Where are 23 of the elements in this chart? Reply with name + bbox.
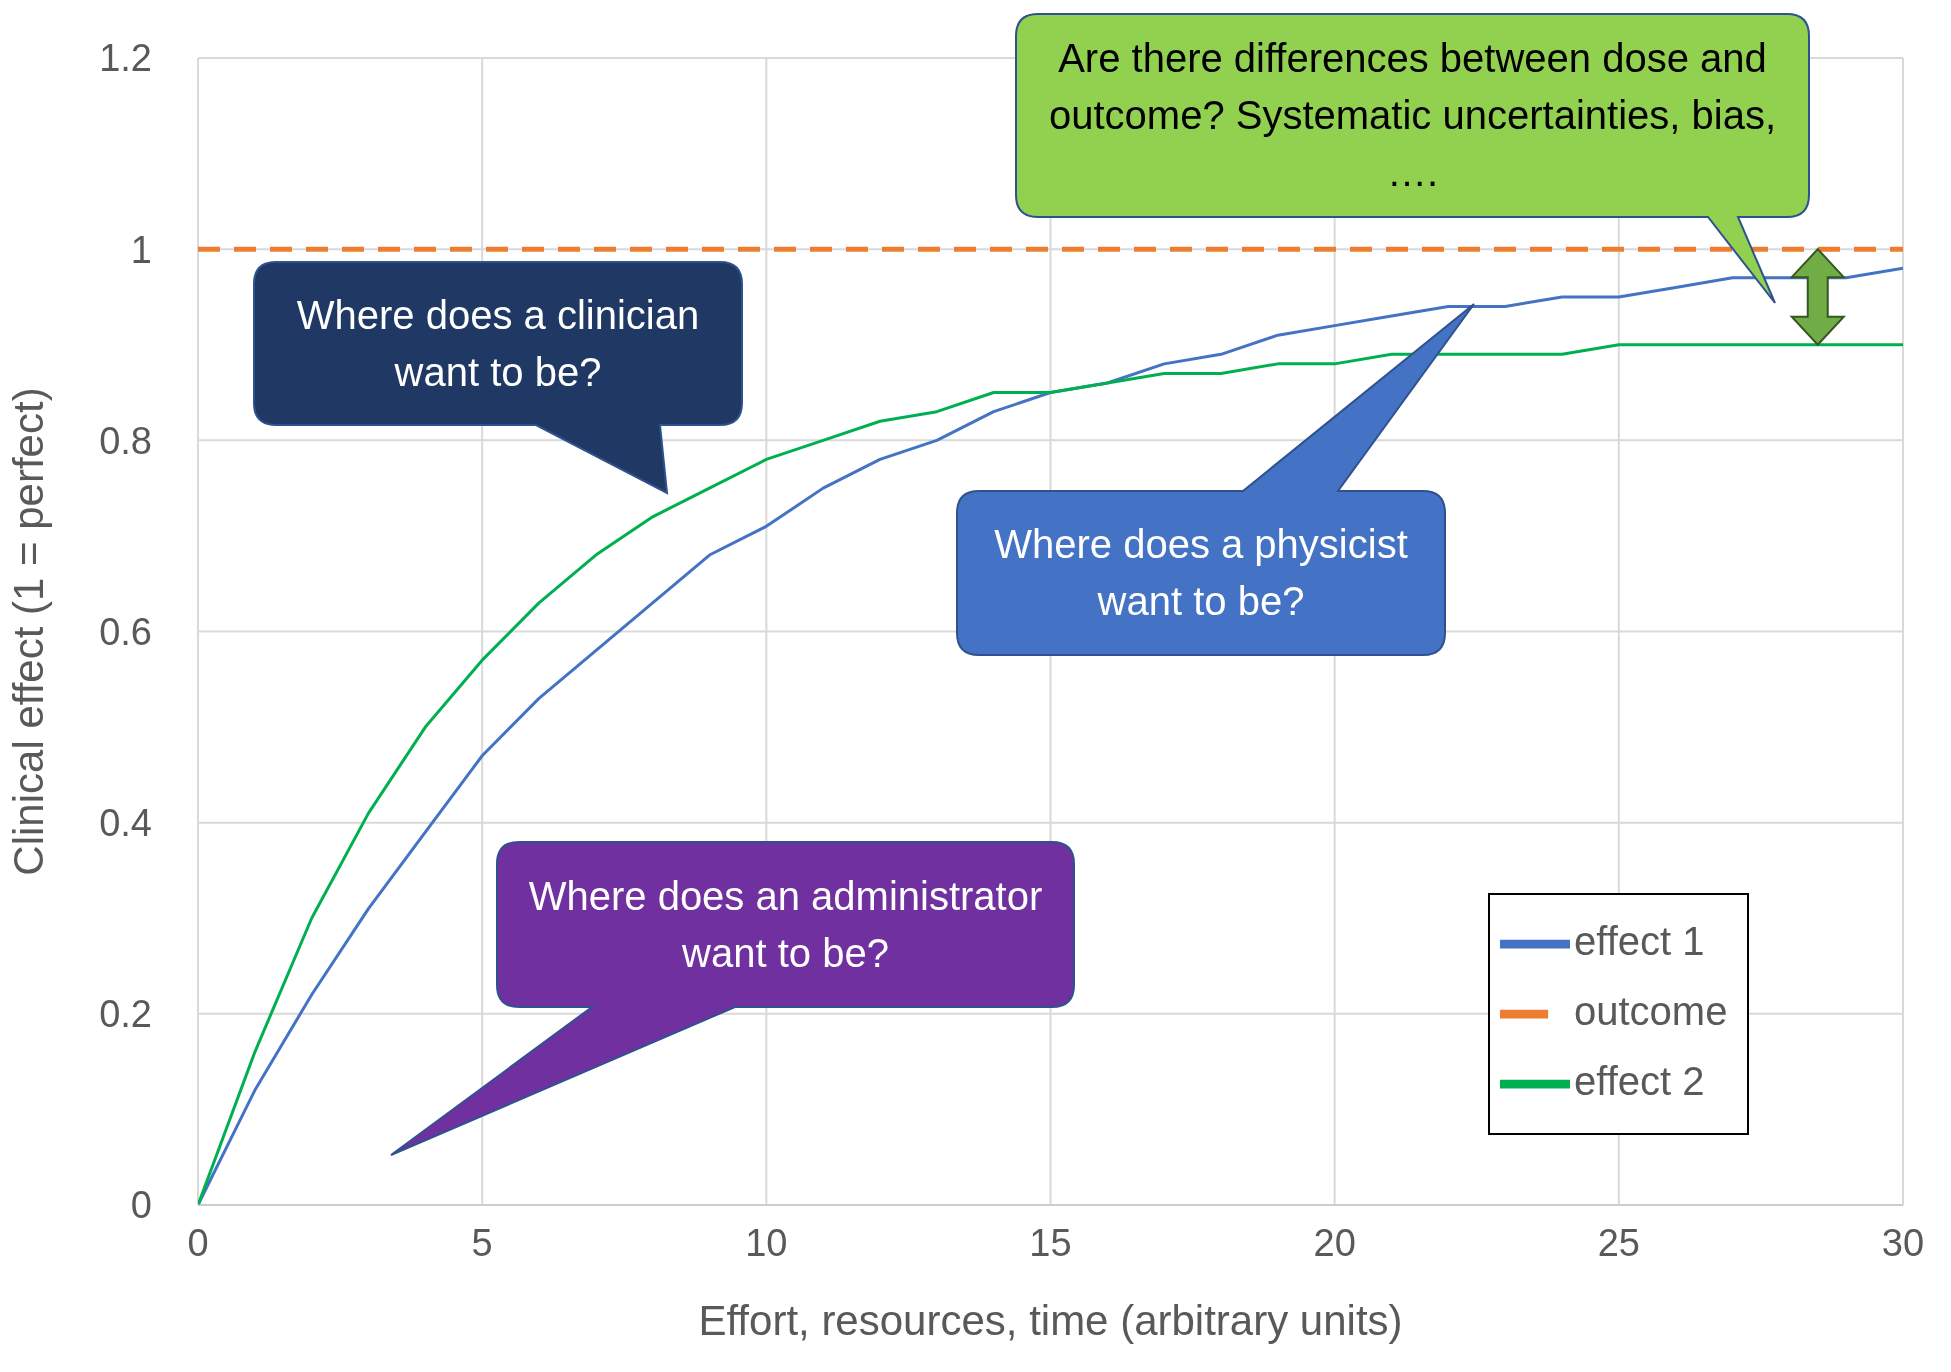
x-tick-label: 0 [187, 1221, 209, 1264]
x-tick-label: 5 [471, 1221, 493, 1264]
y-axis-title: Clinical effect (1 = perfect) [4, 387, 52, 876]
y-tick-label: 0.4 [99, 802, 152, 845]
annotation: Are there differences between dose and outcome? Systematic uncertainties, bias, …. [1048, 35, 1777, 196]
legend-label: outcome [1574, 988, 1728, 1033]
x-tick-label: 25 [1597, 1221, 1640, 1264]
y-tick-label: 1 [130, 228, 152, 271]
y-tick-label: 1.2 [99, 37, 152, 80]
x-axis-title: Effort, resources, time (arbitrary units) [698, 1297, 1403, 1344]
y-tick-label: 0 [130, 1184, 152, 1227]
annotation: Where does a physicist want to be? [993, 521, 1409, 625]
x-tick-label: 15 [1029, 1221, 1072, 1264]
x-tick-label: 30 [1881, 1221, 1925, 1264]
annotation: Where does a clinician want to be? [295, 291, 701, 396]
annotation: Where does an administrator want to be? [527, 872, 1044, 977]
y-tick-label: 0.6 [99, 610, 152, 653]
y-tick-label: 0.2 [99, 993, 152, 1036]
legend-label: effect 2 [1574, 1058, 1705, 1103]
x-tick-label: 20 [1313, 1221, 1356, 1264]
legend-label: effect 1 [1574, 918, 1705, 963]
x-tick-label: 10 [745, 1221, 788, 1264]
y-tick-label: 0.8 [99, 419, 152, 462]
